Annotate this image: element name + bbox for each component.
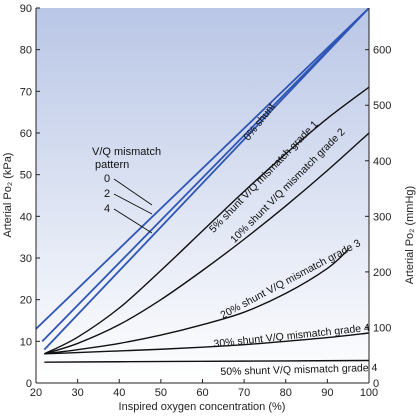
legend-pointer-2 bbox=[113, 193, 153, 215]
legend-item-4: 4 bbox=[104, 203, 110, 215]
x-tick-label: 80 bbox=[280, 387, 292, 399]
legend-item-0: 0 bbox=[104, 173, 110, 185]
y-left-tick-label: 50 bbox=[20, 170, 32, 182]
y-left-tick-label: 20 bbox=[20, 295, 32, 307]
x-tick-label: 50 bbox=[155, 387, 167, 399]
y-axis-label-right: Arterial Po₂ (mmHg) bbox=[404, 186, 416, 284]
plot-background bbox=[36, 8, 369, 383]
series-line-6 bbox=[44, 332, 369, 355]
legend-pointer-4 bbox=[113, 208, 153, 234]
y-right-tick-label: 100 bbox=[373, 322, 391, 334]
y-right-tick-label: 400 bbox=[373, 156, 391, 168]
legend-title-line1: V/Q mismatch bbox=[92, 146, 161, 158]
y-right-tick-label: 500 bbox=[373, 100, 391, 112]
y-right-tick-label: 0 bbox=[373, 378, 379, 390]
x-tick-label: 100 bbox=[360, 387, 378, 399]
series-line-1 bbox=[41, 8, 369, 342]
y-left-tick-label: 30 bbox=[20, 253, 32, 265]
y-right-tick-label: 600 bbox=[373, 45, 391, 57]
y-left-tick-label: 80 bbox=[20, 45, 32, 57]
series-line-3 bbox=[44, 86, 369, 355]
y-left-tick-label: 0 bbox=[26, 378, 32, 390]
series-line-2 bbox=[43, 8, 369, 351]
legend-item-2: 2 bbox=[104, 188, 110, 200]
x-tick-label: 40 bbox=[113, 387, 125, 399]
y-left-tick-label: 70 bbox=[20, 86, 32, 98]
series-line-4 bbox=[44, 132, 369, 355]
x-tick-label: 20 bbox=[30, 387, 42, 399]
y-left-tick-label: 60 bbox=[20, 128, 32, 140]
series-line-5 bbox=[44, 249, 349, 355]
y-left-tick-label: 40 bbox=[20, 211, 32, 223]
legend: V/Q mismatch pattern 0 2 4 bbox=[92, 146, 161, 234]
x-axis-label: Inspired oxygen concentration (%) bbox=[119, 401, 286, 413]
y-axis-label-left: Arterial Po₂ (kPa) bbox=[2, 153, 14, 238]
curve-label-5: 50% shunt V/Q mismatch grade 4 bbox=[220, 362, 377, 378]
y-right-tick-label: 300 bbox=[373, 211, 391, 223]
series-line-7 bbox=[44, 359, 369, 363]
x-tick-label: 90 bbox=[321, 387, 333, 399]
y-left-tick-label: 10 bbox=[20, 336, 32, 348]
x-tick-label: 70 bbox=[238, 387, 250, 399]
y-left-tick-label: 90 bbox=[20, 3, 32, 15]
x-tick-label: 30 bbox=[72, 387, 84, 399]
y-right-tick-label: 200 bbox=[373, 267, 391, 279]
series-line-0 bbox=[36, 8, 369, 330]
x-tick-label: 60 bbox=[196, 387, 208, 399]
legend-title-line2: pattern bbox=[95, 159, 129, 171]
legend-pointer-0 bbox=[113, 178, 153, 206]
